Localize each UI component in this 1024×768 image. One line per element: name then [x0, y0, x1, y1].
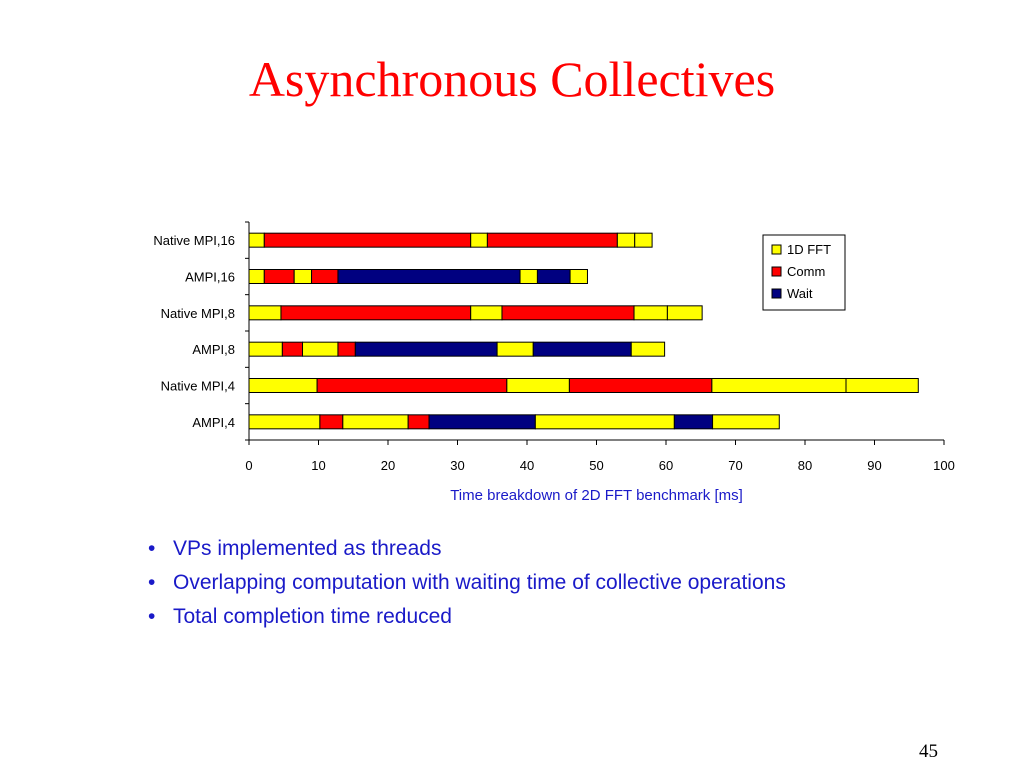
bar-segment-wait	[428, 414, 536, 430]
bar-segment-1d-fft	[630, 341, 666, 357]
x-tick-label: 20	[381, 458, 395, 473]
bar-segment-1d-fft	[342, 414, 409, 430]
bar-segment-1d-fft	[633, 305, 668, 321]
category-label: AMPI,16	[185, 270, 235, 285]
stacked-bar-chart: Native MPI,16 AMPI,16 Native MPI,8 AMPI,8 Na…	[153, 221, 955, 504]
x-tick-label: 50	[589, 458, 603, 473]
bar-segment-1d-fft	[470, 232, 488, 248]
x-tick-label: 60	[659, 458, 673, 473]
bullet-item: • Total completion time reduced	[148, 604, 786, 638]
bar-segment-1d-fft	[506, 378, 570, 393]
bar-segment-1d-fft	[248, 305, 282, 321]
bullet-marker: •	[148, 605, 156, 628]
bar-segment-1d-fft	[248, 414, 321, 430]
x-tick-label: 0	[245, 458, 252, 473]
bar-segment-1d-fft	[302, 341, 339, 357]
x-tick-label: 100	[933, 458, 955, 473]
bullet-marker: •	[148, 571, 156, 594]
bar-segment-1d-fft	[248, 341, 283, 357]
bar-segment-wait	[337, 269, 521, 284]
x-axis-title: Time breakdown of 2D FFT benchmark [ms]	[450, 487, 743, 504]
category-label: Native MPI,4	[161, 379, 235, 394]
slide-title: Asynchronous Collectives	[248, 51, 776, 107]
bullet-item: • VPs implemented as threads	[148, 536, 786, 570]
bar-segment-comm	[280, 305, 472, 321]
bar-segment-1d-fft	[634, 232, 653, 248]
bar-segment-1d-fft	[248, 378, 318, 393]
x-tick-label: 70	[728, 458, 742, 473]
bar-segment-comm	[501, 305, 635, 321]
x-tick-label: 30	[450, 458, 464, 473]
bar-segment-1d-fft	[470, 305, 503, 321]
bar-segment-1d-fft	[496, 341, 534, 357]
bar-segment-comm	[486, 232, 618, 248]
bar-segment-wait	[532, 341, 632, 357]
bar-segment-comm	[337, 341, 356, 357]
bar-segment-1d-fft	[616, 232, 636, 248]
bar-segment-comm	[263, 232, 472, 248]
legend-swatch	[771, 288, 782, 299]
category-label: Native MPI,16	[153, 233, 235, 248]
bullet-text: Overlapping computation with waiting tim…	[173, 571, 786, 594]
bar-segment-comm	[311, 269, 339, 284]
bar-segment-1d-fft	[248, 232, 265, 248]
legend-swatch	[771, 244, 782, 255]
category-label: AMPI,8	[192, 342, 235, 357]
bullet-text: Total completion time reduced	[173, 605, 452, 628]
bar-segment-comm	[319, 414, 344, 430]
bar-segment-comm	[263, 269, 295, 284]
bullet-item: • Overlapping computation with waiting ti…	[148, 570, 786, 604]
legend-swatch	[771, 266, 782, 277]
bar-segment-wait	[354, 341, 498, 357]
bar-segment-1d-fft	[519, 269, 538, 284]
bar-segment-1d-fft	[534, 414, 675, 430]
x-tick-label: 10	[311, 458, 325, 473]
bar-segment-1d-fft	[293, 269, 313, 284]
x-tick-label: 40	[520, 458, 534, 473]
bar-segment-comm	[281, 341, 304, 357]
legend-label: 1D FFT	[787, 242, 831, 257]
bar-segment-wait	[536, 269, 571, 284]
bullet-text: VPs implemented as threads	[173, 537, 442, 560]
page-number: 45	[919, 741, 938, 762]
bar-segment-1d-fft	[569, 269, 588, 284]
bullet-list: • VPs implemented as threads • Overlapping…	[148, 536, 786, 638]
bar-segment-1d-fft	[248, 269, 265, 284]
x-tick-label: 90	[867, 458, 881, 473]
category-label: Native MPI,8	[161, 306, 235, 321]
bar-segment-wait	[673, 414, 714, 430]
category-label: AMPI,4	[192, 415, 235, 430]
bar-segment-comm	[568, 378, 713, 393]
bar-segment-comm	[316, 378, 508, 393]
bar-segment-1d-fft	[711, 378, 847, 393]
bar-segment-1d-fft	[666, 305, 703, 321]
legend-label: Comm	[787, 264, 825, 279]
bullet-marker: •	[148, 537, 156, 560]
x-tick-label: 80	[798, 458, 812, 473]
bar-segment-1d-fft	[712, 414, 780, 430]
bar-segment-1d-fft	[845, 378, 919, 393]
bar-segment-comm	[407, 414, 430, 430]
legend-label: Wait	[787, 286, 813, 301]
